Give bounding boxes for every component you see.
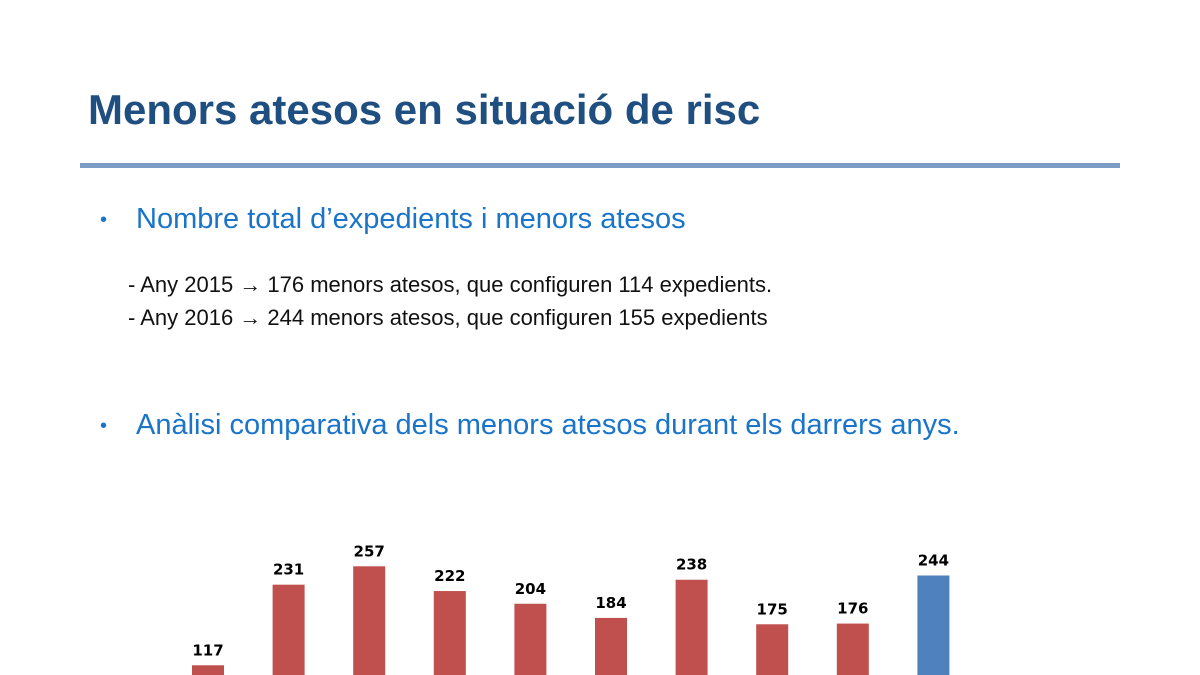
bullet-marker: • <box>100 208 108 231</box>
bar <box>756 624 789 675</box>
bar <box>917 575 950 675</box>
bar <box>192 665 224 675</box>
data-label: 176 <box>837 600 868 618</box>
data-label: 175 <box>757 600 788 618</box>
bullet-text: Anàlisi comparativa dels menors atesos d… <box>136 409 960 441</box>
data-label: 238 <box>676 556 707 574</box>
bullet-item: • Nombre total d’expedients i menors ates… <box>100 203 686 236</box>
bar <box>272 584 305 675</box>
slide-title: Menors atesos en situació de risc <box>88 86 761 133</box>
bullet-item: • Anàlisi comparativa dels menors atesos … <box>100 409 960 442</box>
sub-item: - Any 2016 → 244 menors atesos, que conf… <box>128 305 768 330</box>
data-label: 204 <box>515 580 546 598</box>
bar <box>836 623 869 675</box>
bar <box>675 579 708 675</box>
bar <box>433 591 466 675</box>
data-label: 244 <box>918 551 949 569</box>
bullet-marker: • <box>100 414 108 437</box>
data-label: 184 <box>595 594 626 612</box>
sub-item: - Any 2015 → 176 menors atesos, que conf… <box>128 272 773 297</box>
data-label: 222 <box>434 567 465 585</box>
bar <box>353 566 386 675</box>
title-divider <box>80 163 1120 168</box>
data-label: 257 <box>354 542 385 560</box>
bar <box>595 617 627 675</box>
bar <box>514 603 547 675</box>
bullet-text: Nombre total d’expedients i menors ateso… <box>136 203 686 235</box>
data-label: 117 <box>192 641 223 659</box>
data-label: 231 <box>273 561 304 579</box>
